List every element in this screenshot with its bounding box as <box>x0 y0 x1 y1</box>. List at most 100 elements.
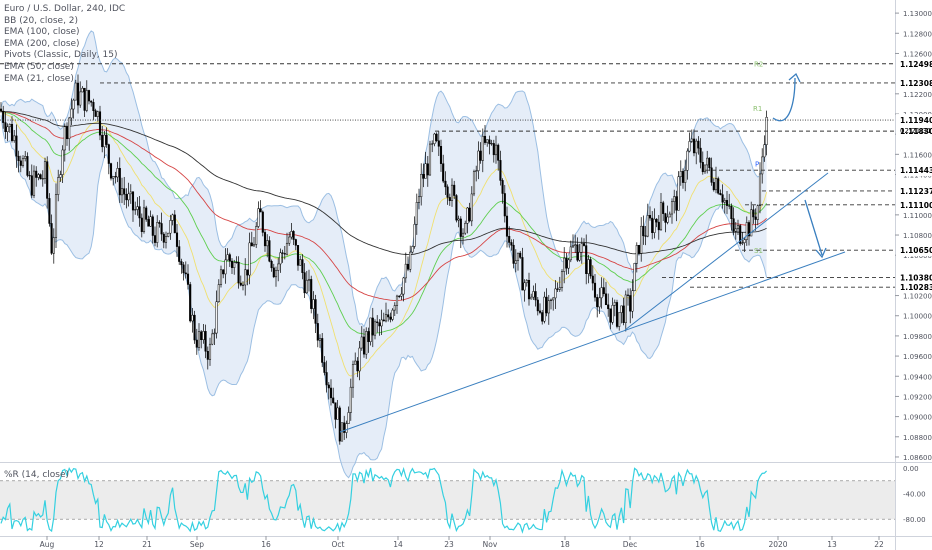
candle-body <box>532 291 535 298</box>
candle-body <box>371 317 374 336</box>
candle-body <box>354 360 357 365</box>
candle-body <box>415 202 418 225</box>
candle-body <box>195 339 198 348</box>
candle-body <box>184 272 187 275</box>
candle-body <box>233 262 236 268</box>
level-label: 1.10650 <box>900 246 932 255</box>
candle-body <box>580 243 583 253</box>
candle-body <box>448 197 451 201</box>
candle-body <box>241 284 245 286</box>
bollinger-band-fill <box>1 30 767 478</box>
candle-body <box>189 284 192 322</box>
candle-body <box>367 331 370 342</box>
candle-body <box>444 180 447 188</box>
candle-body <box>662 202 665 214</box>
candle-body <box>215 301 218 334</box>
candle-body <box>468 207 471 222</box>
level-label-box <box>896 184 932 197</box>
candle-body <box>576 244 579 261</box>
candle-body <box>624 294 627 323</box>
candle-body <box>510 242 513 246</box>
candle-body <box>305 279 308 294</box>
candle-body <box>393 305 396 311</box>
candle-body <box>92 102 95 111</box>
candle-body <box>648 215 652 219</box>
indicator-ema50: EMA (50, close) <box>4 61 74 72</box>
time-tick-label: 14 <box>393 540 403 549</box>
time-tick-label: 18 <box>560 540 570 549</box>
candle-body <box>59 174 62 178</box>
candle-body <box>277 263 280 271</box>
candle-body <box>433 133 436 144</box>
candle-body <box>426 163 429 176</box>
candle-body <box>477 150 480 171</box>
candle-body <box>202 331 205 341</box>
candle-body <box>94 110 97 117</box>
time-tick-label: 23 <box>444 540 454 549</box>
candle-body <box>574 244 577 247</box>
candle-body <box>37 174 40 178</box>
price-tick-label: 1.09600 <box>903 353 932 361</box>
candle-body <box>679 171 682 177</box>
oscillator-tick-label: -40.00 <box>903 491 926 499</box>
candle-body <box>466 207 469 224</box>
candle-body <box>68 117 71 140</box>
candle-body <box>516 252 520 261</box>
candle-body <box>125 193 128 201</box>
candle-body <box>552 297 555 301</box>
candle-body <box>118 168 121 196</box>
candle-body <box>479 150 482 161</box>
candle-body <box>613 302 616 306</box>
price-tick-label: 1.08600 <box>903 454 932 462</box>
candle-body <box>26 156 29 176</box>
candle-body <box>545 296 548 314</box>
candle-body <box>123 188 126 195</box>
candle-body <box>351 364 355 388</box>
candle-body <box>690 138 693 142</box>
level-label-box <box>896 164 932 177</box>
indicator-ema21: EMA (21, close) <box>4 73 74 84</box>
level-label-box <box>896 76 932 89</box>
candle-body <box>391 309 394 320</box>
candle-body <box>107 144 110 164</box>
candle-body <box>145 207 148 220</box>
level-label-box <box>896 271 932 284</box>
candle-body <box>15 135 18 157</box>
candle-body <box>558 287 561 290</box>
candle-body <box>626 294 630 296</box>
candle-body <box>230 260 234 268</box>
candle-body <box>35 170 38 178</box>
candle-body <box>244 269 247 286</box>
candle-body <box>318 338 322 341</box>
candle-body <box>686 150 689 171</box>
candle-body <box>365 331 368 355</box>
candle-body <box>46 161 49 199</box>
candle-body <box>706 157 709 166</box>
candle-body <box>112 176 115 179</box>
time-tick-label: 2020 <box>768 540 787 549</box>
candle-body <box>615 302 619 327</box>
candle-body <box>600 287 603 299</box>
candle-body <box>673 196 676 202</box>
candle-body <box>332 397 335 403</box>
candle-body <box>692 138 696 154</box>
candle-body <box>356 360 359 372</box>
candle-body <box>323 362 326 373</box>
oscillator-tick-label: 0.00 <box>903 465 919 473</box>
candle-body <box>497 144 500 161</box>
candle-body <box>30 175 33 196</box>
level-label-box <box>896 57 932 70</box>
level-label-box <box>896 114 932 127</box>
candle-body <box>475 170 478 172</box>
time-tick-label: Sep <box>190 540 204 549</box>
candle-body <box>39 174 42 180</box>
candle-body <box>651 217 654 233</box>
candle-body <box>675 196 678 211</box>
candle-body <box>710 167 713 183</box>
candle-body <box>336 407 339 420</box>
candle-body <box>343 422 346 433</box>
candle-body <box>301 259 304 273</box>
candle-body <box>730 205 733 219</box>
candle-body <box>514 260 517 264</box>
